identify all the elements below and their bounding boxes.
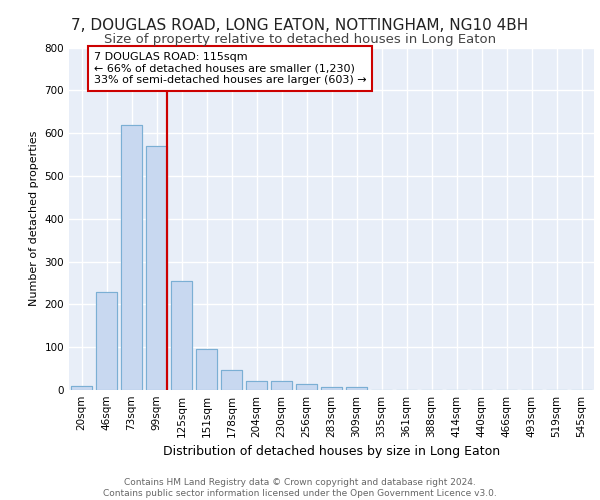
Bar xyxy=(346,387,367,390)
Text: Contains HM Land Registry data © Crown copyright and database right 2024.
Contai: Contains HM Land Registry data © Crown c… xyxy=(103,478,497,498)
Bar xyxy=(146,146,167,390)
Bar xyxy=(296,384,317,390)
Bar xyxy=(221,370,242,390)
Bar xyxy=(96,292,117,390)
Bar xyxy=(196,350,217,390)
Bar xyxy=(121,124,142,390)
Text: Size of property relative to detached houses in Long Eaton: Size of property relative to detached ho… xyxy=(104,32,496,46)
Bar xyxy=(171,281,192,390)
Bar xyxy=(71,386,92,390)
Text: 7, DOUGLAS ROAD, LONG EATON, NOTTINGHAM, NG10 4BH: 7, DOUGLAS ROAD, LONG EATON, NOTTINGHAM,… xyxy=(71,18,529,32)
Bar xyxy=(271,380,292,390)
Bar xyxy=(221,370,242,390)
Bar xyxy=(171,281,192,390)
Bar xyxy=(321,387,342,390)
Y-axis label: Number of detached properties: Number of detached properties xyxy=(29,131,39,306)
Bar xyxy=(346,387,367,390)
Bar xyxy=(246,380,267,390)
X-axis label: Distribution of detached houses by size in Long Eaton: Distribution of detached houses by size … xyxy=(163,446,500,458)
Text: 7 DOUGLAS ROAD: 115sqm
← 66% of detached houses are smaller (1,230)
33% of semi-: 7 DOUGLAS ROAD: 115sqm ← 66% of detached… xyxy=(94,52,367,85)
Bar xyxy=(196,350,217,390)
Bar xyxy=(271,380,292,390)
Bar xyxy=(96,292,117,390)
Bar xyxy=(296,384,317,390)
Bar xyxy=(321,387,342,390)
Bar xyxy=(121,124,142,390)
Bar xyxy=(146,146,167,390)
Bar xyxy=(71,386,92,390)
Bar xyxy=(246,380,267,390)
